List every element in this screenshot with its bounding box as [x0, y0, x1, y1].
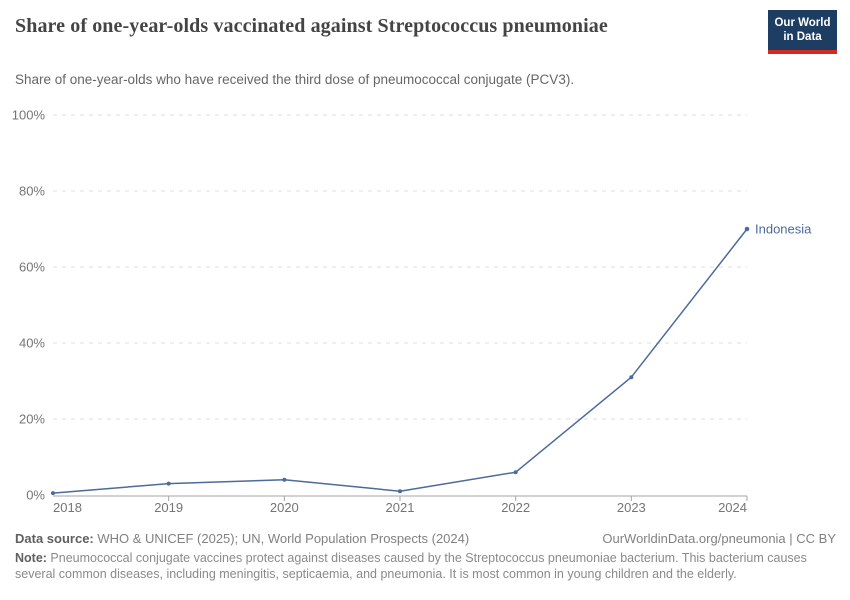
footer-note: Note: Pneumococcal conjugate vaccines pr…: [15, 550, 836, 582]
y-axis-label-80: 80%: [19, 184, 45, 199]
chart-subtitle: Share of one-year-olds who have received…: [15, 72, 575, 87]
footer-source-row: Data source: WHO & UNICEF (2025); UN, Wo…: [15, 531, 836, 546]
data-source-label: Data source:: [15, 531, 94, 546]
owid-url-link[interactable]: OurWorldinData.org/pneumonia | CC BY: [602, 531, 836, 546]
y-axis-label-20: 20%: [19, 412, 45, 427]
data-point-indonesia-2019: [166, 481, 171, 486]
x-axis-label-2019: 2019: [154, 500, 183, 515]
y-axis-label-60: 60%: [19, 260, 45, 275]
x-axis-label-2021: 2021: [386, 500, 415, 515]
data-point-indonesia-2021: [398, 489, 402, 494]
owid-logo-line2: in Data: [783, 30, 822, 43]
data-point-indonesia-2020: [282, 477, 287, 482]
data-point-indonesia-2018: [51, 491, 55, 496]
line-chart: 0% 20% 40% 60% 80% 100% 2018 2019 2020 2021 2022 20…: [12, 108, 812, 516]
x-axis-label-2018: 2018: [53, 500, 82, 515]
x-axis-label-2024: 2024: [718, 500, 747, 515]
y-axis-label-40: 40%: [19, 336, 45, 351]
series-line-indonesia: [52, 228, 748, 494]
x-axis-label-2022: 2022: [501, 500, 530, 515]
x-axis-label-2023: 2023: [617, 500, 646, 515]
footer-note-text: Pneumococcal conjugate vaccines protect …: [15, 551, 807, 581]
data-point-indonesia-2022: [513, 470, 518, 475]
data-point-indonesia-2024: [744, 226, 750, 232]
page-title: Share of one-year-olds vaccinated agains…: [15, 15, 608, 37]
data-source: Data source: WHO & UNICEF (2025); UN, Wo…: [15, 531, 469, 546]
y-axis-label-100: 100%: [12, 108, 46, 123]
data-source-text: WHO & UNICEF (2025); UN, World Populatio…: [93, 531, 470, 546]
x-axis-label-2020: 2020: [270, 500, 299, 515]
data-point-indonesia-2023: [629, 375, 634, 380]
y-axis-label-0: 0%: [26, 488, 45, 503]
owid-logo-line1: Our World: [774, 17, 831, 29]
series-label-indonesia: Indonesia: [755, 222, 812, 237]
owid-logo[interactable]: Our World in Data: [768, 10, 837, 54]
footer-note-label: Note:: [15, 551, 47, 565]
